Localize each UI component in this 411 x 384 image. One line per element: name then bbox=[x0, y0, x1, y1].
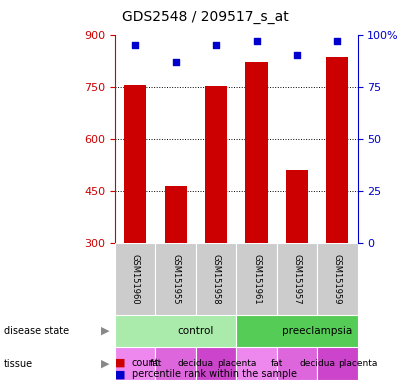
Text: tissue: tissue bbox=[4, 359, 33, 369]
Bar bbox=[326, 57, 349, 243]
Text: GSM151960: GSM151960 bbox=[131, 253, 140, 304]
Point bbox=[334, 38, 341, 44]
Text: fat: fat bbox=[149, 359, 162, 368]
Text: ▶: ▶ bbox=[101, 359, 109, 369]
Bar bbox=[115, 314, 236, 348]
Point bbox=[173, 59, 179, 65]
Bar bbox=[236, 348, 277, 380]
Point bbox=[293, 52, 300, 58]
Bar bbox=[277, 348, 317, 380]
Text: placenta: placenta bbox=[338, 359, 377, 368]
Bar bbox=[155, 348, 196, 380]
Text: fat: fat bbox=[270, 359, 283, 368]
Text: GSM151961: GSM151961 bbox=[252, 253, 261, 304]
Bar bbox=[236, 314, 358, 348]
Text: control: control bbox=[178, 326, 214, 336]
Bar bbox=[115, 348, 155, 380]
Text: GSM151959: GSM151959 bbox=[333, 253, 342, 304]
Text: GSM151958: GSM151958 bbox=[212, 253, 221, 304]
Text: ■: ■ bbox=[115, 369, 126, 379]
Text: decidua: decidua bbox=[299, 359, 335, 368]
Bar bbox=[317, 243, 358, 314]
Point bbox=[132, 42, 139, 48]
Bar bbox=[115, 243, 155, 314]
Text: percentile rank within the sample: percentile rank within the sample bbox=[132, 369, 296, 379]
Bar bbox=[277, 243, 317, 314]
Point bbox=[213, 42, 219, 48]
Bar bbox=[196, 243, 236, 314]
Text: decidua: decidua bbox=[178, 359, 214, 368]
Bar bbox=[245, 62, 268, 243]
Bar bbox=[124, 85, 146, 243]
Bar bbox=[164, 187, 187, 243]
Text: preeclampsia: preeclampsia bbox=[282, 326, 352, 336]
Text: ▶: ▶ bbox=[101, 326, 109, 336]
Bar bbox=[317, 348, 358, 380]
Text: ■: ■ bbox=[115, 358, 126, 368]
Bar bbox=[286, 170, 308, 243]
Text: GSM151957: GSM151957 bbox=[293, 253, 301, 304]
Bar bbox=[196, 348, 236, 380]
Text: GSM151955: GSM151955 bbox=[171, 253, 180, 304]
Text: disease state: disease state bbox=[4, 326, 69, 336]
Point bbox=[253, 38, 260, 44]
Text: GDS2548 / 209517_s_at: GDS2548 / 209517_s_at bbox=[122, 10, 289, 23]
Bar bbox=[155, 243, 196, 314]
Text: placenta: placenta bbox=[217, 359, 256, 368]
Bar bbox=[236, 243, 277, 314]
Text: count: count bbox=[132, 358, 159, 368]
Bar bbox=[205, 86, 227, 243]
